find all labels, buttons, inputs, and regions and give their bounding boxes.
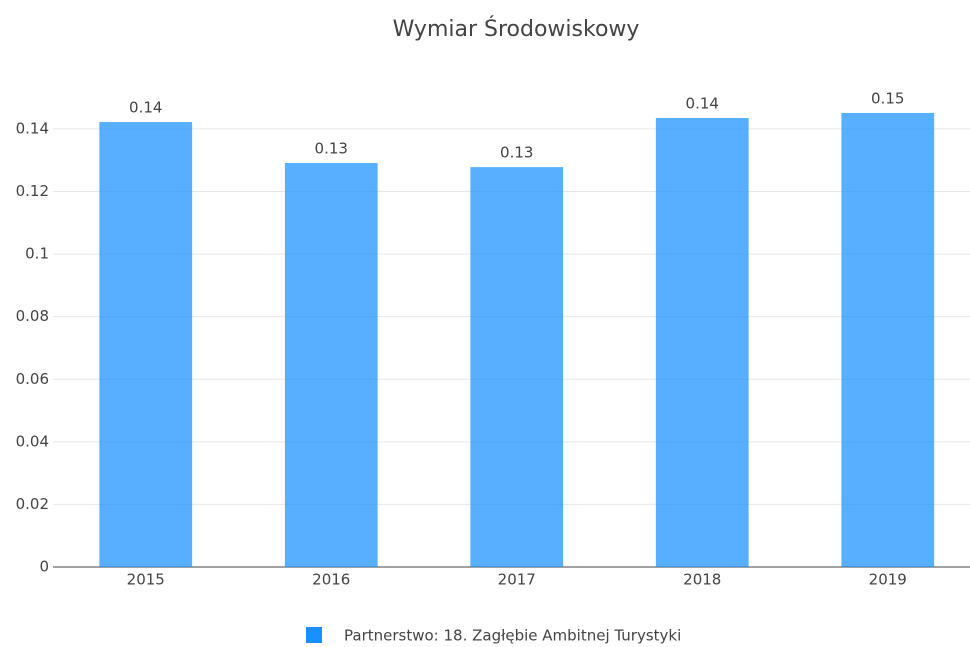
- y-tick-label: 0.12: [16, 182, 49, 200]
- data-label: 0.13: [315, 140, 348, 158]
- legend-label: Partnerstwo: 18. Zagłębie Ambitnej Turys…: [344, 627, 681, 645]
- bar: [99, 122, 193, 568]
- y-tick-label: 0.06: [16, 370, 49, 388]
- y-tick-label: 0.14: [16, 119, 49, 137]
- y-tick-label: 0.02: [16, 495, 49, 513]
- y-tick-label: 0: [39, 558, 49, 576]
- data-label: 0.13: [500, 144, 533, 162]
- x-tick-label: 2019: [869, 571, 907, 589]
- x-tick-label: 2017: [498, 571, 536, 589]
- x-tick-label: 2015: [127, 571, 165, 589]
- legend-swatch: [306, 627, 322, 643]
- bar: [841, 112, 935, 567]
- y-tick-label: 0.08: [16, 307, 49, 325]
- x-tick-label: 2016: [312, 571, 350, 589]
- bar: [284, 163, 378, 567]
- data-label: 0.15: [871, 89, 904, 107]
- data-label: 0.14: [686, 94, 719, 112]
- data-label: 0.14: [129, 99, 162, 117]
- chart-title: Wymiar Środowiskowy: [393, 16, 640, 42]
- y-tick-label: 0.04: [16, 432, 49, 450]
- x-tick-label: 2018: [683, 571, 721, 589]
- bar: [655, 117, 749, 567]
- y-tick-label: 0.1: [25, 245, 49, 263]
- bar: [470, 167, 564, 567]
